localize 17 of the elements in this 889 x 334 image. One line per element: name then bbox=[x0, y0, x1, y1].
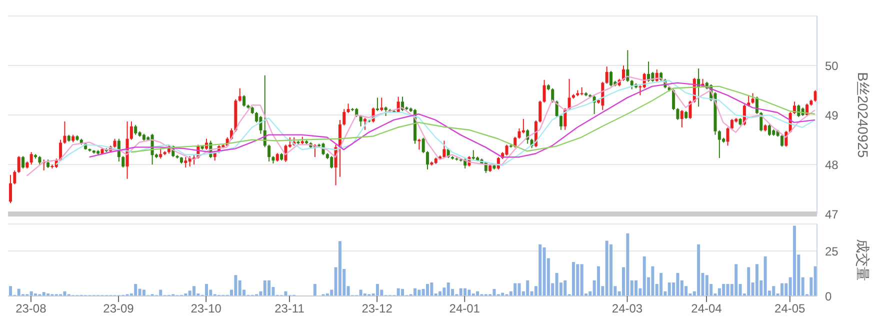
y-tick-label: 0 bbox=[825, 289, 832, 304]
y-tick-label: 48 bbox=[825, 158, 839, 172]
y-axis-title: B丝20240925 bbox=[855, 72, 872, 158]
x-tick-label: 23-11 bbox=[274, 302, 305, 316]
x-tick-label: 24-01 bbox=[449, 302, 480, 316]
y-tick-label: 50 bbox=[825, 58, 839, 73]
x-tick-label: 23-12 bbox=[362, 302, 393, 316]
x-tick-label: 23-10 bbox=[190, 302, 222, 316]
y-axis-title: 成交量 bbox=[855, 239, 872, 281]
x-tick-label: 24-03 bbox=[612, 302, 643, 316]
x-tick-label: 23-08 bbox=[16, 302, 47, 316]
x-tick-label: 24-04 bbox=[691, 302, 722, 316]
x-tick-label: 23-09 bbox=[103, 302, 134, 316]
y-tick-label: 25 bbox=[825, 244, 839, 258]
y-tick-label: 49 bbox=[825, 108, 839, 122]
x-tick-label: 24-05 bbox=[774, 302, 806, 316]
y-tick-label: 47 bbox=[825, 207, 839, 222]
